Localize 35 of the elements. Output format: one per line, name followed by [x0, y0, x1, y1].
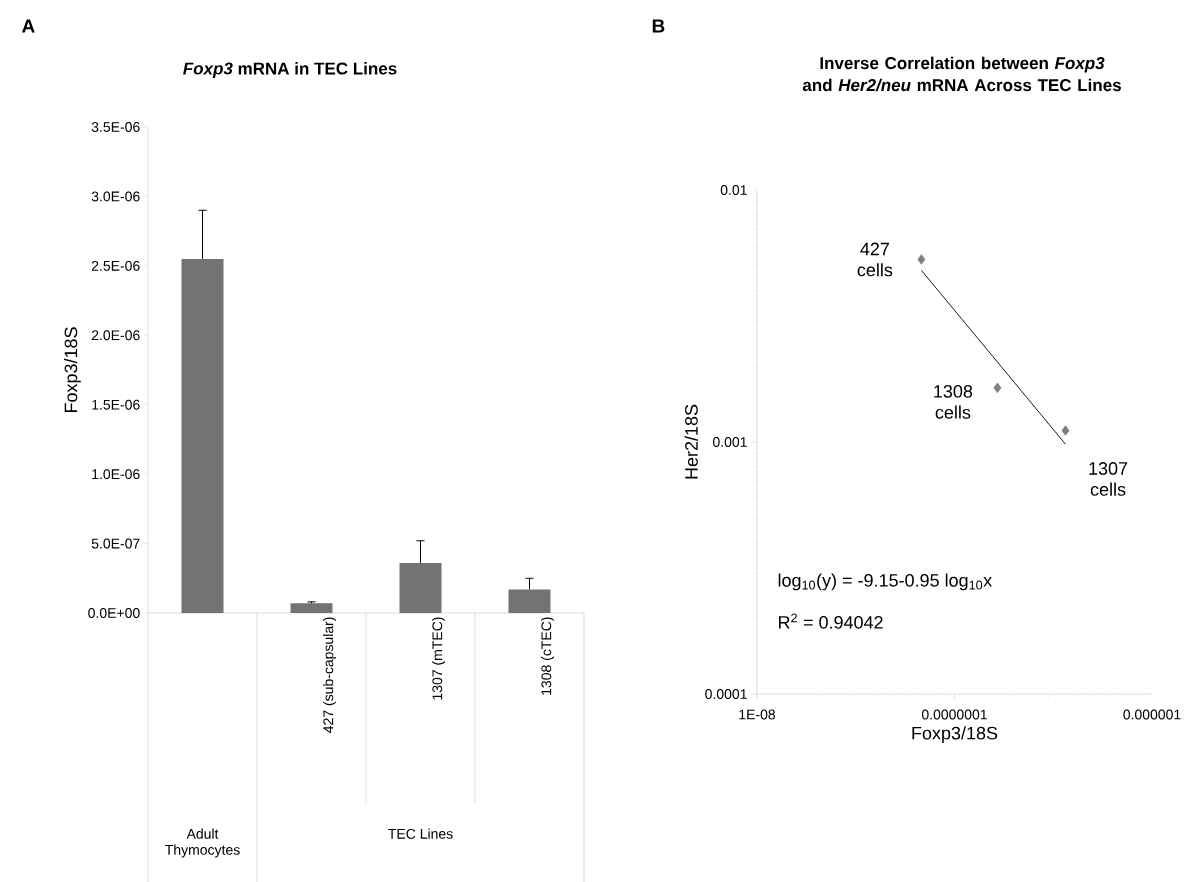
annotation: log$_{10}$(y) = -9.15-0.95 log$_{10}$x	[778, 573, 992, 591]
y-axis-title: Her2/18S	[684, 404, 698, 479]
annotation: 1307 cells	[1089, 462, 1128, 496]
chart-title: Foxp3 mRNA in TEC Lines	[183, 61, 397, 78]
y-tick-label: 0.01	[720, 184, 747, 195]
x-tick-label: 0.000001	[1123, 709, 1181, 720]
text: B	[652, 19, 665, 33]
y-tick-label: 0.0E+00	[88, 607, 140, 618]
y-tick-label: 1.5E-06	[92, 399, 140, 410]
bar	[508, 589, 551, 613]
y-axis-title: Foxp3/18S	[64, 327, 81, 412]
y-tick-label: 3.0E-06	[91, 191, 140, 202]
x-axis-title: Foxp3/18S	[912, 726, 998, 743]
bar	[181, 258, 224, 613]
y-tick-label: 0.0001	[705, 688, 747, 699]
x-tick-label: 427 (sub-capsular)	[322, 617, 337, 733]
text: TEC Lines	[388, 828, 453, 839]
text: A	[22, 19, 35, 33]
annotation: 1308 cells	[934, 384, 973, 419]
y-tick-label: 2.0E-06	[91, 330, 140, 341]
x-tick-label: 0.0000001	[921, 709, 987, 720]
x-tick-label: 1E-08	[739, 709, 776, 720]
y-tick-label: 3.5E-06	[91, 121, 140, 132]
y-tick-label: 1.0E-06	[92, 469, 140, 479]
y-tick-label: 0.001	[712, 436, 747, 447]
bar	[290, 603, 333, 613]
bar	[399, 562, 442, 613]
y-tick-label: 2.5E-06	[91, 260, 140, 271]
x-tick-label: 1308 (cTEC)	[540, 617, 555, 695]
x-tick-label: 1307 (mTEC)	[431, 617, 446, 700]
y-tick-label: 5.0E-07	[91, 538, 140, 549]
annotation: 427 cells	[857, 242, 893, 277]
text: Adult Thymocytes	[165, 828, 240, 858]
chart-title: Inverse Correlation between Foxp3 and Her2/neu mRNA Across TEC Lines	[802, 56, 1121, 92]
annotation: R$^{2}$ = 0.94042	[779, 613, 883, 629]
